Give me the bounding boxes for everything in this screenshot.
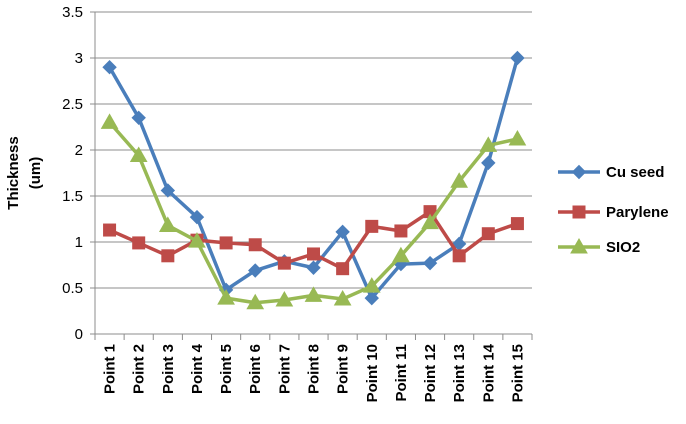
y-tick-labels: 0 0.5 1 1.5 2 2.5 3 3.5: [62, 4, 83, 343]
data-point: [277, 256, 291, 270]
x-tick-label: Point 6: [247, 344, 264, 394]
data-point: [481, 227, 495, 241]
data-point: [219, 236, 233, 250]
x-tick-label: Point 10: [364, 344, 381, 402]
x-tick-label: Point 8: [306, 344, 323, 394]
series-line: [108, 121, 518, 305]
data-point: [188, 232, 206, 248]
legend-label: Parylene: [606, 204, 669, 221]
data-point: [248, 263, 263, 278]
data-point: [132, 236, 146, 250]
y-tick-label: 3.5: [62, 4, 83, 21]
gridlines: [95, 11, 532, 289]
series-group: [100, 50, 527, 310]
x-tick-labels: Point 1 Point 2 Point 3 Point 4 Point 5 Point…: [102, 343, 527, 402]
legend-marker: [571, 164, 587, 180]
data-point: [336, 262, 350, 276]
x-tick-label: Point 1: [102, 344, 119, 394]
data-point: [422, 255, 438, 271]
x-tick-label: Point 11: [393, 344, 410, 402]
y-tick-label: 0.5: [62, 280, 83, 297]
legend-item: SIO2: [558, 237, 640, 256]
data-point: [161, 249, 175, 263]
data-point: [394, 224, 408, 238]
data-point: [248, 238, 262, 252]
data-point: [481, 155, 496, 171]
data-point: [510, 217, 524, 231]
data-point: [421, 213, 439, 230]
y-tick-label: 2.5: [62, 96, 83, 113]
x-tick-label: Point 9: [335, 344, 352, 394]
data-point: [333, 290, 352, 306]
data-point: [479, 136, 498, 152]
legend: Cu seed Parylene SIO2: [558, 164, 669, 256]
data-point: [450, 172, 469, 188]
data-point: [362, 277, 381, 293]
x-tick-label: Point 4: [189, 343, 206, 394]
legend-marker: [570, 237, 588, 254]
data-point: [189, 209, 205, 225]
data-point: [103, 223, 117, 237]
legend-item: Cu seed: [558, 164, 664, 181]
x-tick-label: Point 7: [276, 344, 293, 394]
y-tick-label: 0: [75, 326, 83, 343]
y-tick-label: 2: [75, 142, 83, 159]
x-tick-label: Point 5: [218, 344, 235, 394]
axes: [90, 11, 533, 340]
legend-marker: [572, 205, 586, 219]
data-point: [100, 113, 119, 129]
x-tick-label: Point 12: [422, 344, 439, 402]
data-point: [364, 290, 379, 306]
data-point: [304, 286, 323, 302]
data-point: [131, 110, 146, 126]
y-tick-label: 1.5: [62, 188, 83, 205]
x-tick-label: Point 13: [451, 344, 468, 402]
y-tick-label: 1: [75, 234, 83, 251]
x-tick-label: Point 15: [509, 344, 526, 402]
data-point: [307, 247, 320, 261]
x-tick-label: Point 2: [131, 344, 148, 394]
data-point: [217, 289, 235, 305]
data-point: [129, 146, 148, 163]
data-point: [275, 290, 294, 307]
series-sio2: [100, 113, 527, 310]
data-point: [510, 50, 525, 66]
data-point: [306, 260, 321, 275]
y-axis-title-line: Thickness: [5, 136, 22, 209]
data-point: [158, 216, 177, 232]
data-point: [452, 249, 466, 263]
x-tick-label: Point 3: [160, 344, 177, 394]
legend-item: Parylene: [558, 204, 669, 221]
y-axis-title: Thickness (um): [5, 136, 44, 209]
data-point: [335, 224, 350, 240]
legend-label: Cu seed: [606, 164, 664, 181]
data-point: [102, 59, 117, 75]
legend-label: SIO2: [606, 239, 640, 256]
data-point: [160, 183, 176, 198]
data-point: [508, 129, 527, 146]
y-axis-title-line: (um): [27, 157, 44, 190]
data-point: [392, 246, 410, 263]
y-tick-label: 3: [75, 50, 83, 67]
x-tick-label: Point 14: [480, 343, 497, 402]
data-point: [246, 293, 265, 310]
data-point: [365, 219, 379, 233]
